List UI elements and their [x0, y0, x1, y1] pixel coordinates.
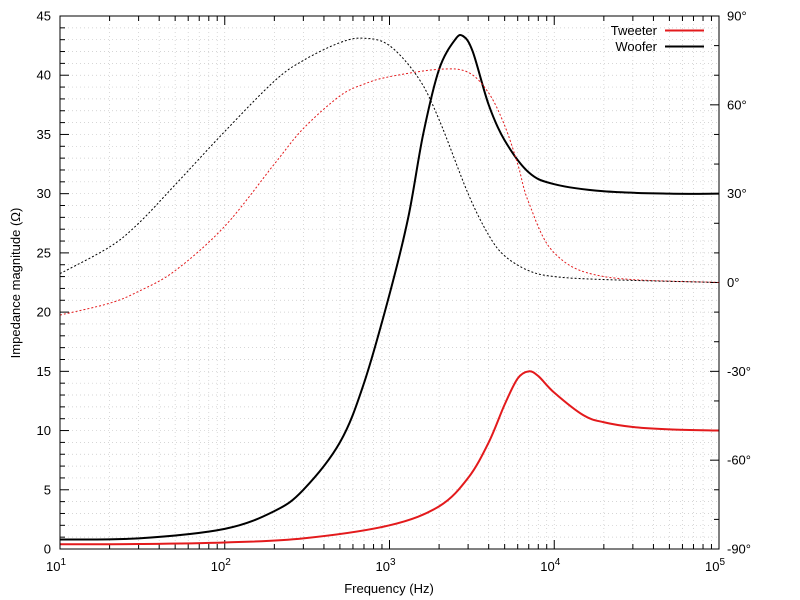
x-tick-label: 102: [211, 557, 231, 574]
y-tick-label: 45: [37, 9, 51, 24]
x-tick-label: 103: [375, 557, 395, 574]
x-axis-title: Frequency (Hz): [344, 581, 434, 596]
y-axis-title: Impedance magnitude (Ω): [8, 208, 23, 359]
y2-tick-label: 0°: [727, 275, 739, 290]
y-tick-label: 5: [44, 482, 51, 497]
woofer-magnitude-line: [59, 33, 720, 541]
x-tick-label: 104: [540, 557, 560, 574]
y2-tick-label: 90°: [727, 9, 747, 24]
series-lines: [59, 33, 720, 546]
y-tick-label: 0: [44, 542, 51, 557]
y2-tick-label: 30°: [727, 186, 747, 201]
tick-labels: 0 5 10 15 20 25 30 35 40 45 -90° -60° -30° 0° 30° 60° 90…: [37, 9, 751, 575]
y2-tick-label: -90°: [727, 542, 751, 557]
y-tick-label: 10: [37, 423, 51, 438]
legend-label: Tweeter: [611, 23, 658, 38]
y-tick-label: 30: [37, 186, 51, 201]
phase-phase-line: [59, 37, 720, 283]
y-tick-label: 35: [37, 127, 51, 142]
y-tick-label: 20: [37, 305, 51, 320]
y-tick-label: 25: [37, 245, 51, 260]
legend-label: Woofer: [615, 39, 657, 54]
y2-tick-label: -30°: [727, 364, 751, 379]
grid: [60, 16, 719, 549]
y-tick-label: 15: [37, 364, 51, 379]
tweeter-magnitude-line: [59, 370, 720, 546]
axis-ticks: [59, 15, 719, 550]
y2-tick-label: 60°: [727, 97, 747, 112]
y2-tick-label: -60°: [727, 453, 751, 468]
y-tick-label: 40: [37, 68, 51, 83]
x-tick-label: 105: [705, 557, 725, 574]
phase-phase-line: [59, 68, 720, 316]
plot-frame: [59, 15, 720, 550]
x-tick-label: 101: [46, 557, 66, 574]
